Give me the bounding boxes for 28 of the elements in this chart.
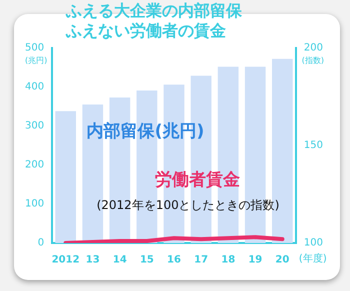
x-tick-label: 14 [112,254,127,266]
bar [55,111,76,243]
y2-tick-label: 100 [304,238,324,249]
y-tick-label: 500 [24,42,44,54]
y2-axis-title: (指数) [302,56,324,66]
y-tick-label: 400 [24,82,44,93]
chart-subtitle: ふえない労働者の賃金 [65,21,226,40]
y-tick-label: 300 [24,120,44,132]
x-tick-label: 18 [221,254,236,266]
chart-title: ふえる大企業の内部留保 [65,1,244,20]
y-tick-label: 100 [24,198,44,210]
annotation: (2012年を100としたときの指数) [96,198,280,212]
x-tick-label: 16 [167,254,181,266]
y2-tick-label: 150 [304,140,324,152]
x-tick-label: 20 [275,254,290,266]
y-tick-label: 0 [38,238,44,249]
x-tick-label: 15 [140,254,154,266]
x-axis-title: (年度) [298,252,327,265]
x-tick-label: 19 [248,254,262,266]
x-tick-label: 13 [86,254,100,266]
x-tick-label: 2012 [52,254,80,266]
y-axis-title: (兆円) [24,56,48,66]
y-tick-label: 200 [24,160,44,171]
text: 労働者賃金 [154,170,240,190]
bar [272,58,293,243]
series-label: 内部留保(兆円) [86,121,204,142]
x-tick-label: 17 [194,254,208,266]
y2-tick-label: 200 [304,42,324,54]
